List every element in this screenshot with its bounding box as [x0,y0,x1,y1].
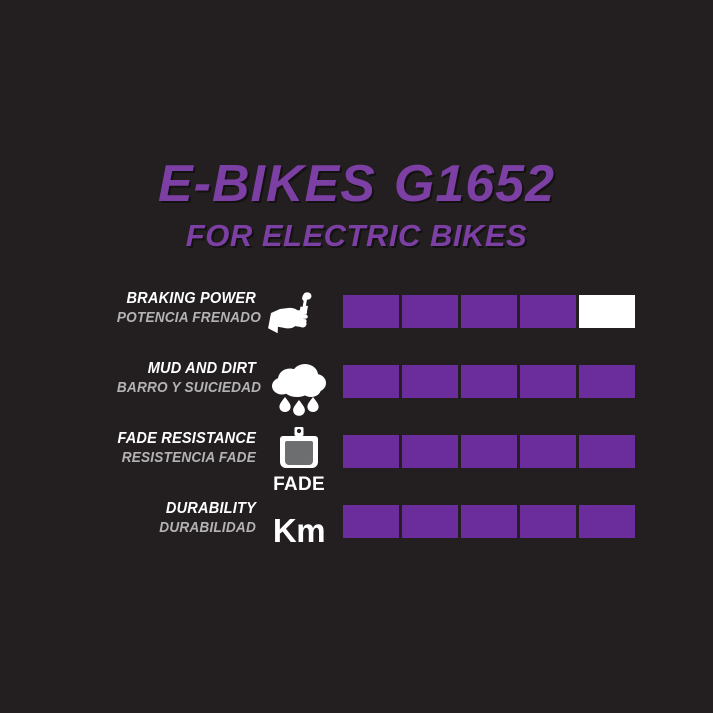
rating-bar-filled [461,365,517,398]
rating-bar-filled [520,365,576,398]
product-line-name: E-BIKES [157,155,376,213]
spec-row: DURABILITY DURABILIDAD Km [0,500,713,565]
spec-label-en: DURABILITY [165,500,256,517]
spec-icon-cell: FADE [264,424,334,496]
spec-label-es: RESISTENCIA FADE [121,450,256,467]
rating-bar-filled [402,365,458,398]
poster-header: E-BIKES G1652 FOR ELECTRIC BIKES [0,155,713,254]
rating-bar-filled [461,295,517,328]
hand-brake-lever-icon [268,289,330,351]
product-model-number: G1652 [393,155,556,213]
spec-row: FADE RESISTANCE RESISTENCIA FADE FADE [0,426,713,495]
rating-bar-filled [579,365,635,398]
rating-bars [343,295,635,328]
spec-label-en: MUD AND DIRT [147,360,256,377]
rating-bar-filled [520,435,576,468]
poster-subtitle: FOR ELECTRIC BIKES [185,218,528,254]
rating-bars [343,505,635,538]
spec-icon-caption: FADE [273,473,325,495]
rating-bar-filled [343,505,399,538]
spec-label-es: BARRO Y SUICIEDAD [116,380,262,397]
brake-pad-icon [278,426,320,475]
spec-icon-cell [264,354,334,426]
rating-bar-empty [579,295,635,328]
rating-bars [343,365,635,398]
rating-bar-filled [343,295,399,328]
spec-labels: BRAKING POWER POTENCIA FRENADO [108,290,261,327]
spec-row: BRAKING POWER POTENCIA FRENADO [0,290,713,355]
rain-cloud-icon [270,362,328,418]
spec-label-en: FADE RESISTANCE [117,430,256,447]
rating-bar-filled [461,505,517,538]
rating-bar-filled [520,295,576,328]
spec-label-en: BRAKING POWER [126,290,256,307]
rating-bar-filled [402,435,458,468]
spec-row: MUD AND DIRT BARRO Y SUICIEDAD [0,360,713,425]
poster-title: E-BIKES G1652 [0,155,713,213]
spec-labels: FADE RESISTANCE RESISTENCIA FADE [108,430,256,467]
spec-rating-list: BRAKING POWER POTENCIA FRENADO [0,290,713,570]
spec-labels: DURABILITY DURABILIDAD [108,500,256,537]
rating-bar-filled [402,295,458,328]
rating-bar-filled [461,435,517,468]
spec-icon-cell [264,284,334,356]
rating-bar-filled [402,505,458,538]
rating-bar-filled [579,505,635,538]
spec-icon-cell: Km [264,494,334,566]
rating-bars [343,435,635,468]
rating-bar-filled [520,505,576,538]
spec-label-es: DURABILIDAD [159,520,256,537]
spec-labels: MUD AND DIRT BARRO Y SUICIEDAD [108,360,262,397]
rating-bar-filled [343,435,399,468]
kilometres-icon: Km [272,511,326,549]
rating-bar-filled [579,435,635,468]
rating-bar-filled [343,365,399,398]
spec-label-es: POTENCIA FRENADO [116,310,261,327]
